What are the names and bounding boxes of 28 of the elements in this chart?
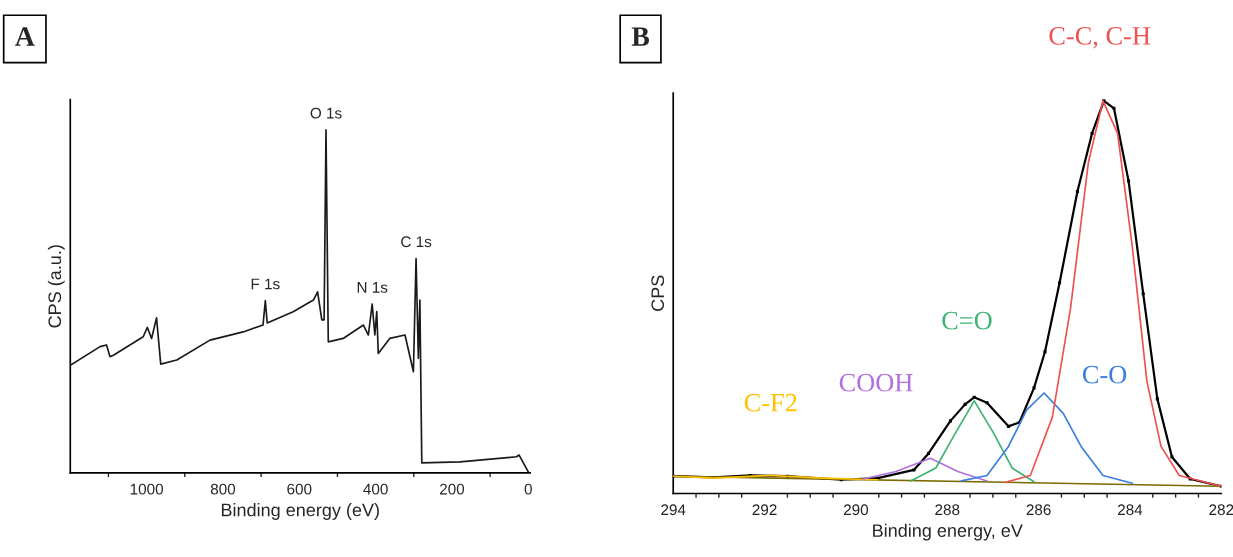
y-axis-title: CPS (a.u.) <box>47 245 65 328</box>
x-axis-title: Binding energy (eV) <box>221 503 379 520</box>
x-tick-label: 0 <box>524 483 532 495</box>
series-label: C-O <box>1082 365 1127 384</box>
annotation: N 1s <box>357 282 388 293</box>
annotation: C 1s <box>401 236 432 248</box>
chart-title: B <box>631 27 650 46</box>
x-tick-label: 400 <box>363 483 388 495</box>
x-tick-label: 290 <box>843 504 869 516</box>
x-tick-label: 800 <box>210 483 236 495</box>
x-tick-label: 282 <box>1209 504 1233 516</box>
text: C-F2 <box>744 393 797 412</box>
x-tick-label: 294 <box>661 504 686 516</box>
x-axis-title: Binding energy, eV <box>873 523 1023 541</box>
x-tick-label: 288 <box>935 504 960 516</box>
x-tick-label: 284 <box>1117 504 1143 516</box>
text: C=O <box>942 311 992 330</box>
x-tick-label: 200 <box>439 483 465 495</box>
chart-title: A <box>15 27 35 46</box>
x-tick-label: 292 <box>752 504 777 516</box>
x-tick-label: 600 <box>287 483 312 495</box>
text: C-C, C-H <box>1049 27 1151 49</box>
x-tick-label: 286 <box>1026 504 1051 516</box>
annotation: F 1s <box>251 278 280 290</box>
text: COOH <box>839 373 913 392</box>
y-axis-title: CPS <box>651 275 665 311</box>
x-tick-label: 1000 <box>130 483 164 495</box>
annotation: O 1s <box>310 107 342 119</box>
